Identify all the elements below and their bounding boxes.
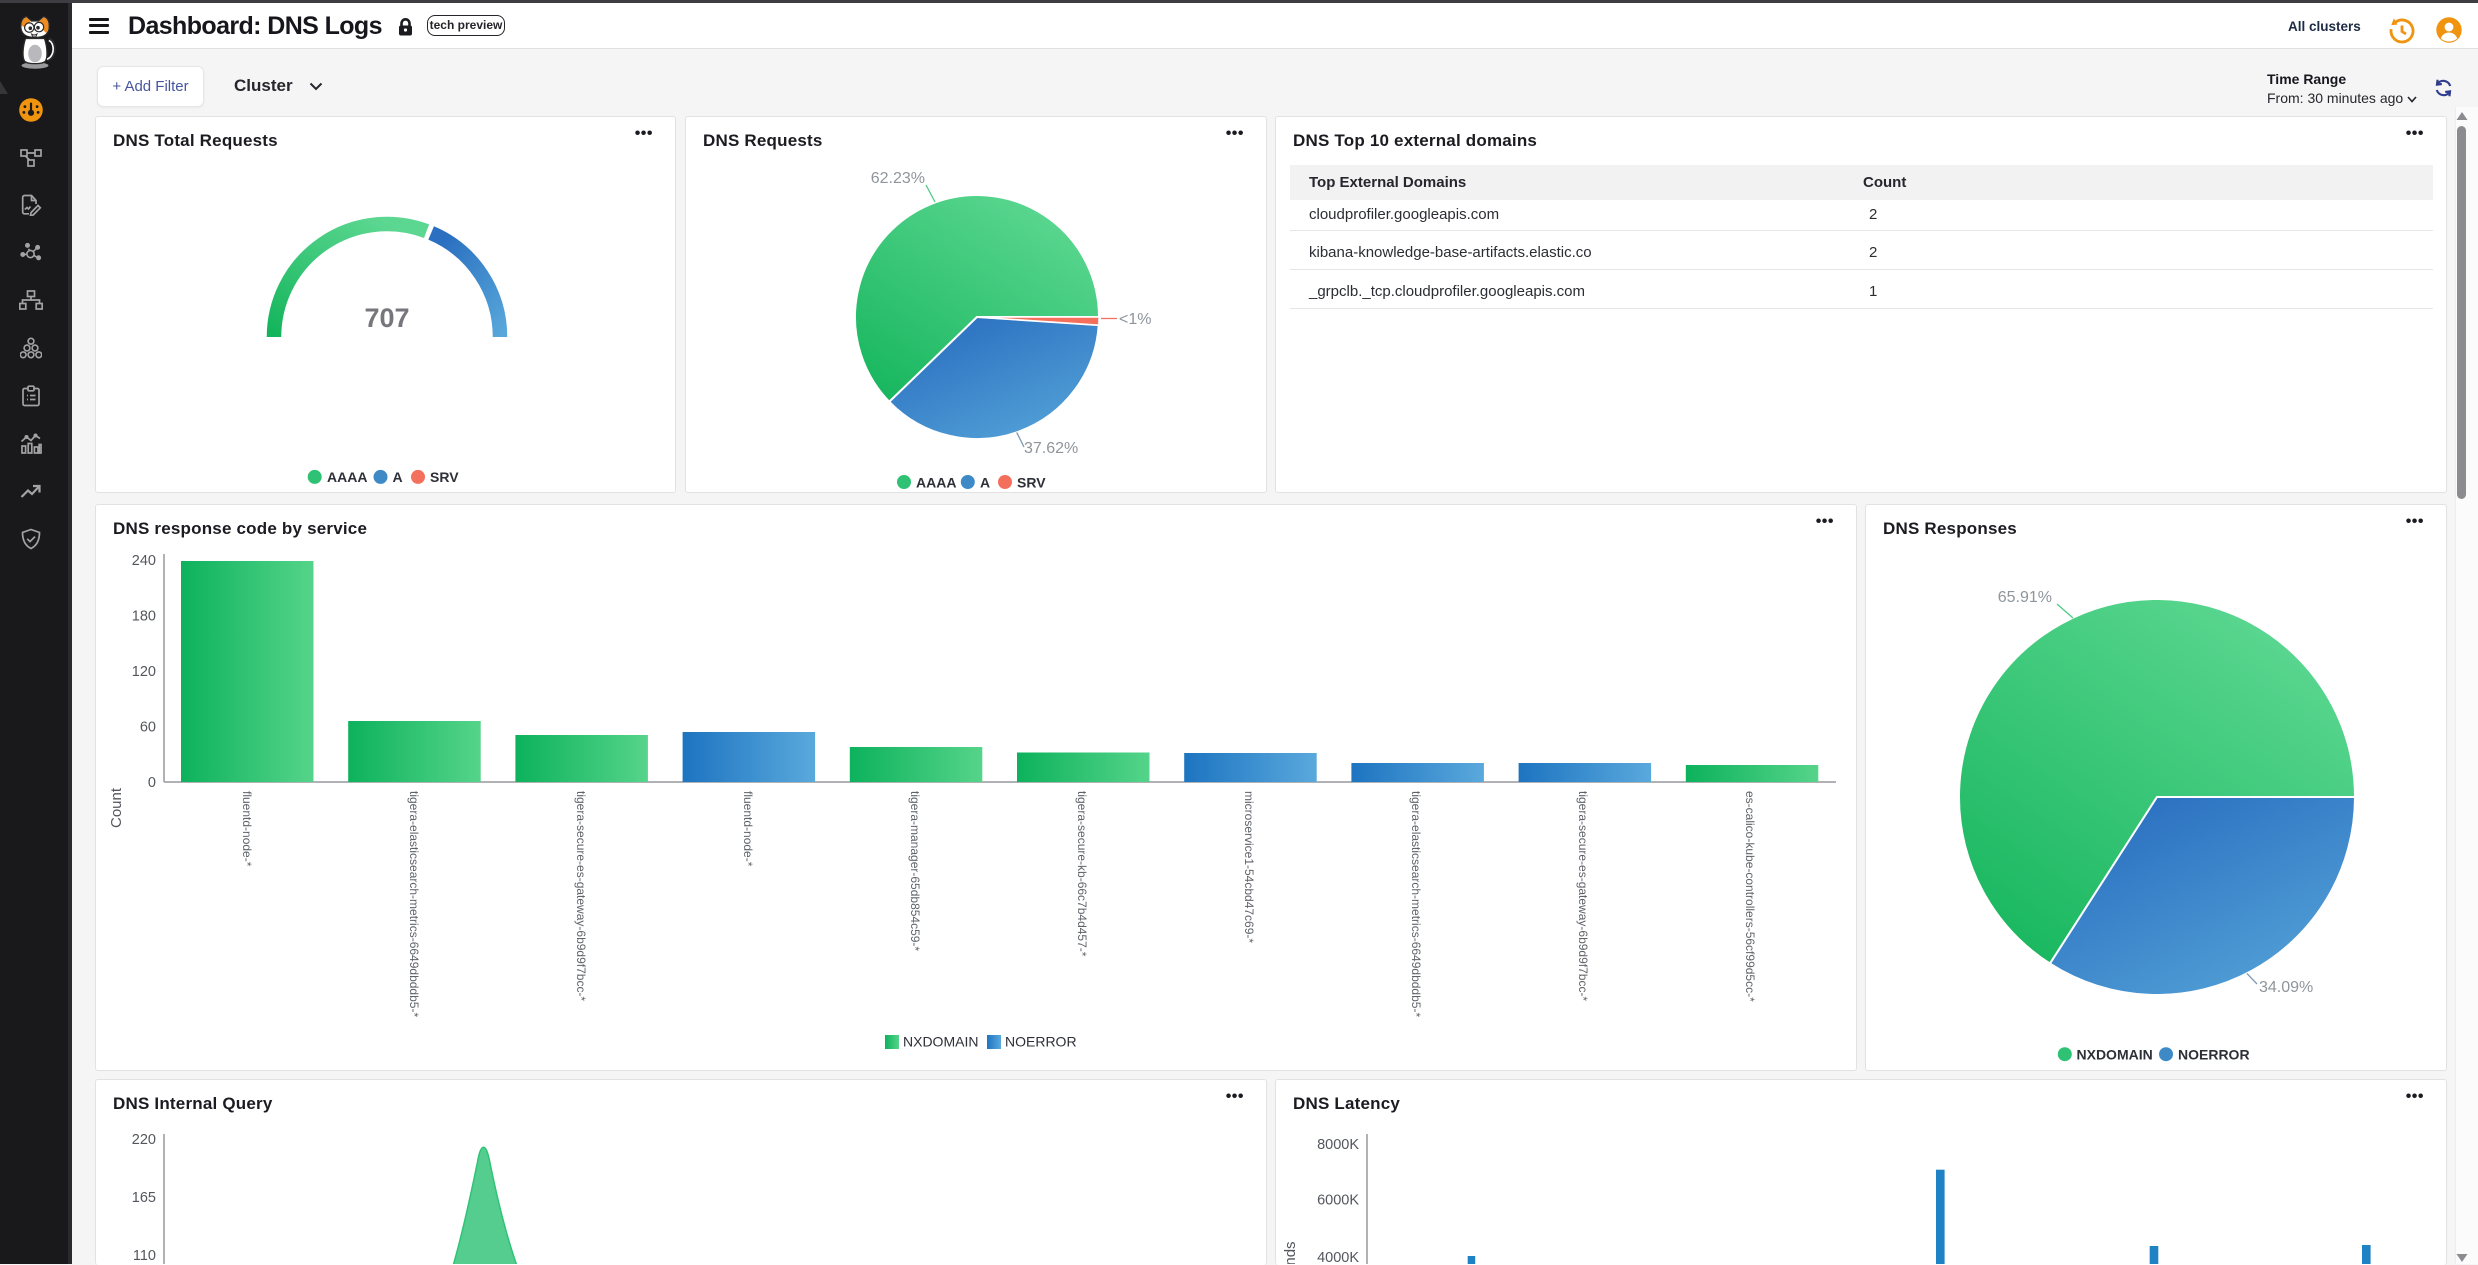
svg-text:707: 707	[364, 303, 409, 333]
svg-text:microservice1-54cbd47c69-*: microservice1-54cbd47c69-*	[1242, 791, 1256, 943]
svg-text:A: A	[980, 474, 990, 490]
svg-text:fluentd-node-*: fluentd-node-*	[240, 791, 254, 867]
svg-text:34.09%: 34.09%	[2259, 979, 2313, 996]
svg-text:62.23%: 62.23%	[871, 170, 925, 187]
svg-text:NXDOMAIN: NXDOMAIN	[2077, 1047, 2153, 1063]
svg-text:tigera-secure-kb-66c7b4d457-*: tigera-secure-kb-66c7b4d457-*	[1075, 791, 1089, 957]
svg-text:A: A	[393, 469, 403, 485]
svg-text:tigera-secure-es-gateway-6b9d9: tigera-secure-es-gateway-6b9d9f7bcc-*	[1576, 791, 1590, 1001]
svg-text:SRV: SRV	[430, 469, 459, 485]
svg-text:tigera-elasticsearch-metrics-6: tigera-elasticsearch-metrics-6649dbddb5-…	[1409, 791, 1423, 1017]
svg-text:es-calico-kube-controllers-56c: es-calico-kube-controllers-56cf99d5cc-*	[1743, 791, 1757, 1002]
svg-text:0: 0	[148, 775, 156, 791]
svg-text:NXDOMAIN: NXDOMAIN	[903, 1034, 978, 1050]
svg-text:AAAA: AAAA	[916, 474, 956, 490]
svg-text:AAAA: AAAA	[327, 469, 367, 485]
svg-text:tigera-secure-es-gateway-6b9d9: tigera-secure-es-gateway-6b9d9f7bcc-*	[574, 791, 588, 1001]
svg-text:6000K: 6000K	[1317, 1193, 1359, 1209]
svg-text:220: 220	[132, 1132, 156, 1148]
svg-text:240: 240	[132, 553, 156, 569]
svg-text:SRV: SRV	[1017, 474, 1046, 490]
svg-text:180: 180	[132, 609, 156, 625]
svg-text:Count: Count	[108, 787, 125, 828]
svg-text:NOERROR: NOERROR	[2178, 1047, 2250, 1063]
svg-text:37.62%: 37.62%	[1024, 440, 1078, 457]
svg-text:tigera-elasticsearch-metrics-6: tigera-elasticsearch-metrics-6649dbddb5-…	[407, 791, 421, 1017]
svg-text:165: 165	[132, 1190, 156, 1206]
svg-text:NOERROR: NOERROR	[1005, 1034, 1077, 1050]
svg-text:<1%: <1%	[1119, 311, 1151, 328]
svg-text:Microseconds: Microseconds	[1282, 1241, 1299, 1264]
svg-text:tigera-manager-65db854c59-*: tigera-manager-65db854c59-*	[908, 791, 922, 951]
svg-text:60: 60	[140, 720, 156, 736]
svg-text:110: 110	[133, 1248, 156, 1264]
svg-text:4000K: 4000K	[1317, 1250, 1359, 1264]
svg-text:120: 120	[132, 664, 156, 680]
svg-text:8000K: 8000K	[1317, 1137, 1359, 1153]
svg-text:65.91%: 65.91%	[1998, 589, 2052, 606]
svg-text:fluentd-node-*: fluentd-node-*	[741, 791, 755, 867]
